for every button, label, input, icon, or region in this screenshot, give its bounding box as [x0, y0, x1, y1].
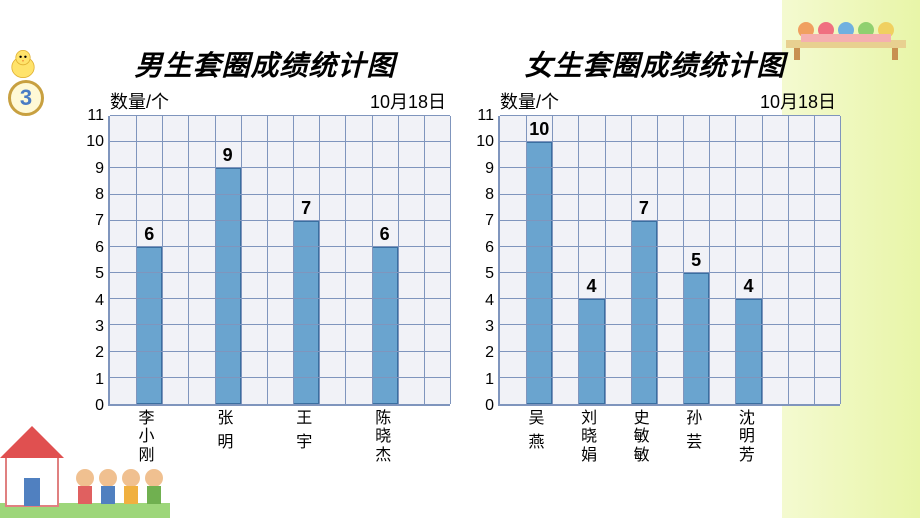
- x-category-label: 陈晓杰: [371, 410, 397, 465]
- bar-value-label: 6: [380, 224, 390, 245]
- bar-value-label: 5: [691, 250, 701, 271]
- bar: 5: [683, 116, 709, 404]
- y-axis-label: 数量/个: [110, 88, 169, 114]
- bar: 6: [136, 116, 162, 404]
- girls-chart-title: 女生套圈成绩统计图: [470, 44, 840, 84]
- bar: 7: [631, 116, 657, 404]
- bar-rect: [735, 299, 761, 404]
- bar: 6: [372, 116, 398, 404]
- x-category-label: 王宇: [292, 410, 318, 453]
- x-category-label: 孙芸: [682, 410, 708, 453]
- x-category-label: 李小刚: [134, 410, 160, 465]
- girls-chart-header: 数量/个 10月18日: [470, 88, 840, 114]
- boys-bars: 6 9 7 6: [110, 116, 450, 404]
- bar-rect: [215, 168, 241, 404]
- bar-rect: [683, 273, 709, 404]
- date-label: 10月18日: [760, 88, 836, 114]
- boys-x-labels: 李小刚 张明 王宇 陈晓杰: [108, 410, 450, 480]
- date-label: 10月18日: [370, 88, 446, 114]
- bar: 9: [215, 116, 241, 404]
- boys-plot: 11109876543210 6 9 7 6: [80, 116, 450, 406]
- boys-y-axis: 11109876543210: [80, 116, 108, 406]
- bar-value-label: 4: [587, 276, 597, 297]
- girls-plot: 11109876543210 10 4 7 5 4: [470, 116, 840, 406]
- bar-value-label: 7: [301, 198, 311, 219]
- bar: 4: [735, 116, 761, 404]
- boys-chart-title: 男生套圈成绩统计图: [80, 44, 450, 84]
- chick-decoration: [6, 48, 40, 80]
- boys-chart: 男生套圈成绩统计图 数量/个 10月18日 11109876543210 6 9 7…: [80, 44, 450, 480]
- bar-rect: [526, 142, 552, 404]
- bar-rect: [578, 299, 604, 404]
- bar: 10: [526, 116, 552, 404]
- charts-container: 男生套圈成绩统计图 数量/个 10月18日 11109876543210 6 9 7…: [0, 0, 920, 480]
- bar-value-label: 4: [743, 276, 753, 297]
- bar-value-label: 9: [223, 145, 233, 166]
- bar: 4: [578, 116, 604, 404]
- bar-value-label: 10: [529, 119, 549, 140]
- boys-grid: 6 9 7 6: [108, 116, 450, 406]
- x-category-label: 沈明芳: [735, 410, 761, 465]
- girls-x-labels: 吴燕 刘晓娟 史敏敏孙芸 沈明芳: [498, 410, 840, 480]
- boys-chart-header: 数量/个 10月18日: [80, 88, 450, 114]
- x-category-label: 刘晓娟: [577, 410, 603, 465]
- girls-bars: 10 4 7 5 4: [500, 116, 840, 404]
- slide-number-badge: 3: [8, 80, 44, 116]
- girls-chart: 女生套圈成绩统计图 数量/个 10月18日 11109876543210 10 4…: [470, 44, 840, 480]
- y-axis-label: 数量/个: [500, 88, 559, 114]
- slide-number: 3: [20, 85, 32, 111]
- girls-grid: 10 4 7 5 4: [498, 116, 840, 406]
- bar: 7: [293, 116, 319, 404]
- x-category-label: 吴燕: [524, 410, 550, 453]
- bar-value-label: 7: [639, 198, 649, 219]
- x-category-label: 史敏敏: [630, 410, 656, 465]
- girls-y-axis: 11109876543210: [470, 116, 498, 406]
- bar-value-label: 6: [144, 224, 154, 245]
- x-category-label: 张明: [213, 410, 239, 453]
